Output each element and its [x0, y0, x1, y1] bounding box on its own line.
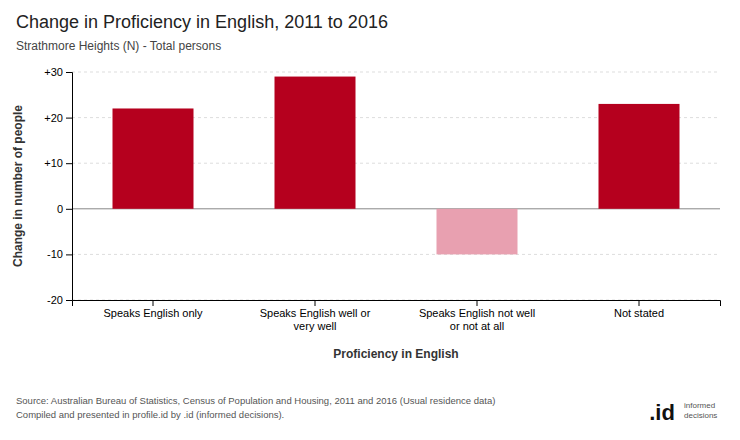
tick-mark: [315, 300, 316, 306]
y-tick: +10: [44, 157, 72, 169]
grid-line: [72, 72, 720, 73]
grid: [72, 72, 720, 300]
x-tick: Speaks English well orvery well: [260, 300, 371, 332]
bar: [275, 77, 356, 209]
x-tick: Speaks English only: [103, 300, 203, 319]
chart: Change in Proficiency in English, 2011 t…: [0, 0, 740, 440]
tick-label: +30: [44, 66, 63, 78]
tick-mark: [66, 72, 72, 73]
tick-mark: [66, 254, 72, 255]
tick-label: Speaks English only: [103, 307, 203, 319]
bar: [599, 104, 680, 209]
plot: -20-100+10+20+30Speaks English onlySpeak…: [44, 66, 720, 332]
title: Change in Proficiency in English, 2011 t…: [16, 12, 388, 32]
tick-label: Speaks English not wellor not at all: [419, 307, 535, 332]
source: Compiled and presented in profile.id by …: [16, 409, 284, 420]
y-tick: +20: [44, 112, 72, 124]
axis-line: [66, 73, 73, 301]
tick-label-line: very well: [294, 320, 337, 332]
tick-mark: [66, 118, 72, 119]
tick-mark: [639, 300, 640, 306]
x-axis-title: Proficiency in English: [333, 347, 458, 361]
logo: .id: [649, 400, 675, 425]
tick-label-line: or not at all: [450, 320, 504, 332]
source: Source: Australian Bureau of Statistics,…: [16, 395, 495, 406]
tick-mark: [66, 300, 72, 301]
bar: [437, 209, 518, 255]
bar: [113, 108, 194, 208]
tick-label-line: Speaks English not well: [419, 307, 535, 319]
tick-label-line: Speaks English well or: [260, 307, 371, 319]
logo-tagline: informeddecisions: [684, 401, 717, 420]
tick-mark: [153, 300, 154, 306]
tick-label: 0: [57, 203, 63, 215]
y-axis: -20 -10 0 +10 +20 +30: [44, 66, 72, 306]
tick-label: -20: [47, 294, 63, 306]
tick-label: -10: [47, 248, 63, 260]
tick-mark: [66, 163, 72, 164]
x-axis: Speaks English only Speaks English well o…: [73, 300, 721, 332]
tick-mark: [477, 300, 478, 306]
logo-tagline-line: decisions: [684, 411, 717, 420]
tick-label: Not stated: [614, 307, 664, 319]
tick-label-line: Not stated: [614, 307, 664, 319]
y-tick: -10: [47, 248, 72, 260]
y-tick: 0: [57, 203, 72, 215]
bars: [113, 77, 680, 255]
x-tick: Speaks English not wellor not at all: [419, 300, 535, 332]
tick-mark: [66, 209, 72, 210]
tick-label: +20: [44, 112, 63, 124]
y-axis-title: Change in number of people: [11, 105, 25, 267]
y-tick: -20: [47, 294, 72, 306]
tick-label: Speaks English well orvery well: [260, 307, 371, 332]
axis-line: [73, 301, 721, 307]
x-tick: Not stated: [614, 300, 664, 319]
subtitle: Strathmore Heights (N) - Total persons: [16, 39, 221, 53]
y-tick: +30: [44, 66, 72, 78]
logo-tagline-line: informed: [684, 401, 715, 410]
tick-label: +10: [44, 157, 63, 169]
tick-label-line: Speaks English only: [103, 307, 203, 319]
grid-line: [72, 254, 720, 255]
